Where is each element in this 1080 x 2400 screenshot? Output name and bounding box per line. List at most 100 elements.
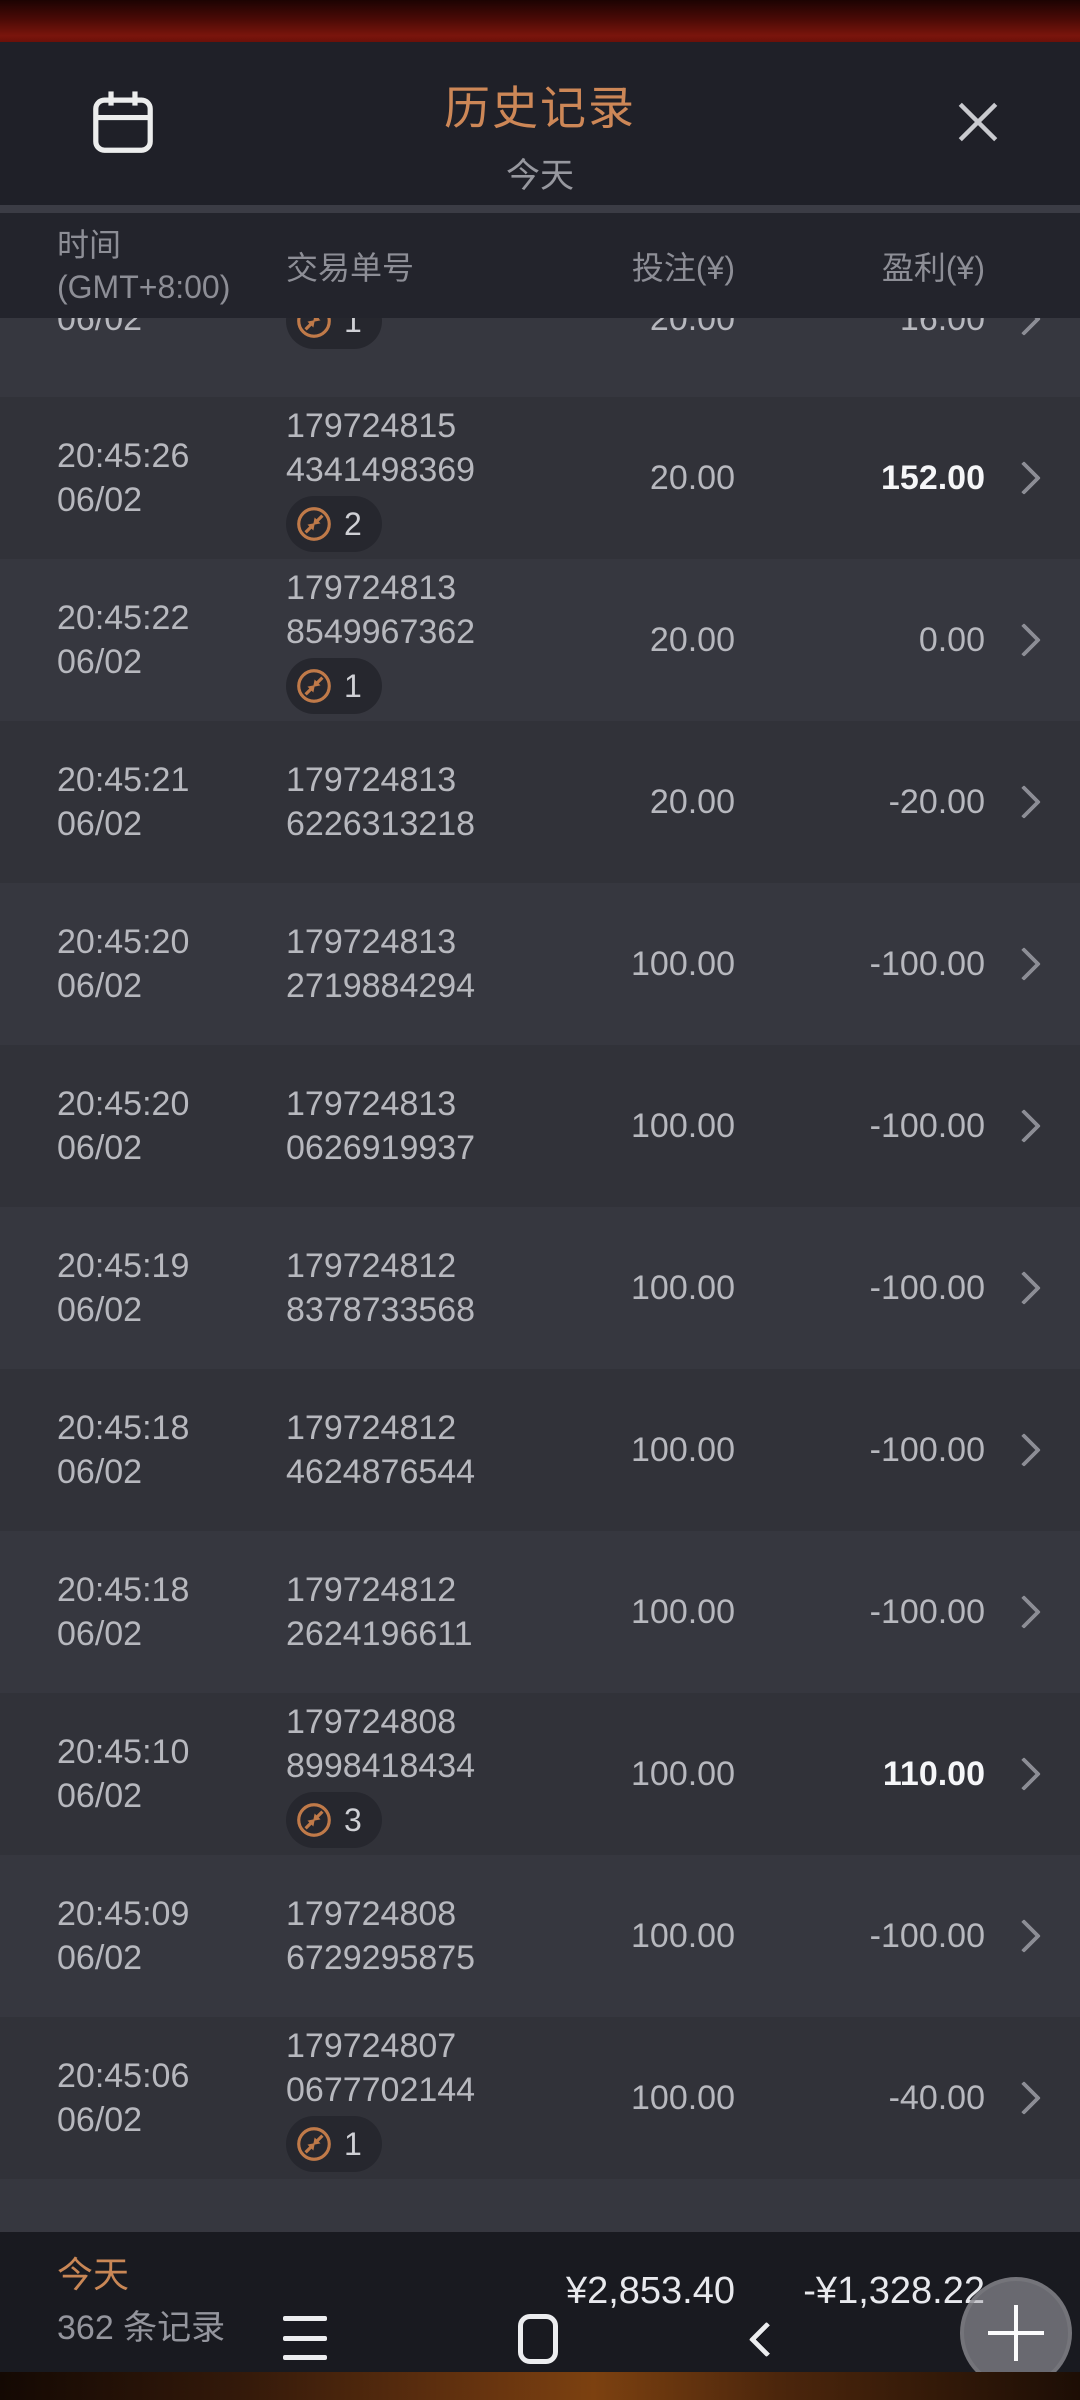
order-cell: 179724812 4624876544 xyxy=(286,1409,476,1491)
app-header: 历史记录 今天 xyxy=(0,42,1080,205)
table-row[interactable]: 20:45:26 06/02 179724815 4341498369 2 20.00 15… xyxy=(0,397,1080,559)
bet-cell: 100.00 xyxy=(631,1592,735,1631)
chevron-right-icon xyxy=(1007,461,1041,495)
table-row[interactable]: 20:45:18 06/02 179724812 2624196611 100.00 -1… xyxy=(0,1531,1080,1693)
column-header-profit: 盈利(¥) xyxy=(881,249,985,286)
table-row[interactable]: 20:45:06 06/02 179724807 0677702144 1 100.00 -… xyxy=(0,2017,1080,2179)
bet-cell: 20.00 xyxy=(649,782,735,821)
bet-cell: 100.00 xyxy=(631,1106,735,1145)
profit-cell: 16.00 xyxy=(899,318,985,338)
chevron-right-icon xyxy=(1007,947,1041,981)
calendar-button[interactable] xyxy=(78,78,168,168)
order-cell: 179724807 0677702144 1 xyxy=(286,2024,585,2173)
badge-count: 3 xyxy=(344,1801,362,1838)
multi-bet-badge: 2 xyxy=(286,495,382,552)
bet-cell: 100.00 xyxy=(631,944,735,983)
order-cell: 179724812 2624196611 xyxy=(286,1571,473,1653)
order-cell: 179724813 2719884294 xyxy=(286,923,476,1005)
column-header-bet: 投注(¥) xyxy=(631,249,735,286)
bottom-blur-strip xyxy=(0,2372,1080,2400)
converge-arrows-icon xyxy=(294,2124,334,2164)
summary-total-profit: -¥1,328.22 xyxy=(803,2270,985,2312)
time-cell: 20:45:10 06/02 xyxy=(57,1733,190,1815)
summary-record-count: 362 条记录 xyxy=(57,2309,226,2347)
chevron-right-icon xyxy=(1007,1919,1041,1953)
top-status-bar xyxy=(0,0,1080,42)
time-cell: 20:45:20 06/02 xyxy=(57,1085,190,1167)
time-cell: 20:45:06 06/02 xyxy=(57,2057,190,2139)
profit-cell: -100.00 xyxy=(869,1592,985,1631)
bet-cell: 100.00 xyxy=(631,1754,735,1793)
table-header: 时间 (GMT+8:00) 交易单号 投注(¥) 盈利(¥) xyxy=(0,213,1080,318)
column-header-order: 交易单号 xyxy=(286,249,415,286)
chevron-right-icon xyxy=(1007,1757,1041,1791)
add-button[interactable] xyxy=(960,2277,1072,2389)
profit-cell: -100.00 xyxy=(869,1916,985,1955)
page-subtitle: 今天 xyxy=(506,157,574,195)
time-cell: 20:45:19 06/02 xyxy=(57,1247,190,1329)
multi-bet-badge: 3 xyxy=(286,1791,382,1848)
chevron-right-icon xyxy=(1007,623,1041,657)
table-row[interactable]: 20:45:19 06/02 179724812 8378733568 100.00 -1… xyxy=(0,1207,1080,1369)
nav-back-button[interactable] xyxy=(748,2321,785,2357)
chevron-right-icon xyxy=(1007,1595,1041,1629)
time-cell: 20:45:18 06/02 xyxy=(57,1409,190,1491)
order-cell: 179724813 6226313218 xyxy=(286,761,476,843)
table-row[interactable]: 20:45:18 06/02 179724812 4624876544 100.00 -1… xyxy=(0,1369,1080,1531)
profit-cell: 152.00 xyxy=(881,458,985,497)
converge-arrows-icon xyxy=(294,504,334,544)
chevron-right-icon xyxy=(1007,785,1041,819)
chevron-right-icon xyxy=(1007,318,1041,336)
profit-cell: -40.00 xyxy=(888,2078,985,2117)
bet-cell: 20.00 xyxy=(649,318,735,338)
table-row[interactable]: 20:45:20 06/02 179724813 0626919937 100.00 -1… xyxy=(0,1045,1080,1207)
table-row[interactable]: 20:45:20 06/02 179724813 2719884294 100.00 -1… xyxy=(0,883,1080,1045)
bet-cell: 100.00 xyxy=(631,1916,735,1955)
back-icon xyxy=(748,2321,785,2357)
chevron-right-icon xyxy=(1007,2081,1041,2115)
multi-bet-badge: 1 xyxy=(286,657,382,714)
order-cell: 179724813 8549967362 1 xyxy=(286,566,585,715)
bet-cell: 20.00 xyxy=(649,620,735,659)
badge-count: 2 xyxy=(344,505,362,542)
time-cell: 20:45:21 06/02 xyxy=(57,761,190,843)
order-cell: 179724808 6729295875 xyxy=(286,1895,476,1977)
table-row[interactable]: 20:45:22 06/02 179724813 8549967362 1 20.00 0.… xyxy=(0,559,1080,721)
history-list: 06/02 1 20.00 16.00 20:45:26 06/02 179724815 43… xyxy=(0,318,1080,2179)
profit-cell: -100.00 xyxy=(869,1106,985,1145)
nav-menu-button[interactable] xyxy=(283,2316,327,2360)
page-title: 历史记录 xyxy=(444,82,636,134)
multi-bet-badge: 1 xyxy=(286,2115,382,2172)
badge-count: 1 xyxy=(344,318,362,339)
title-block: 历史记录 今天 xyxy=(0,72,1080,197)
order-cell: 179724813 0626919937 xyxy=(286,1085,476,1167)
order-cell: 179724812 8378733568 xyxy=(286,1247,476,1329)
time-cell: 20:45:09 06/02 xyxy=(57,1895,190,1977)
profit-cell: -20.00 xyxy=(888,782,985,821)
table-row[interactable]: 06/02 1 20.00 16.00 xyxy=(0,318,1080,397)
plus-icon xyxy=(988,2305,1044,2361)
time-cell: 20:45:20 06/02 xyxy=(57,923,190,1005)
header-divider xyxy=(0,205,1080,213)
time-cell: 06/02 xyxy=(57,318,143,338)
close-button[interactable] xyxy=(938,82,1018,162)
table-row[interactable]: 20:45:09 06/02 179724808 6729295875 100.00 -1… xyxy=(0,1855,1080,2017)
table-row[interactable]: 20:45:10 06/02 179724808 8998418434 3 100.00 1… xyxy=(0,1693,1080,1855)
time-cell: 20:45:26 06/02 xyxy=(57,437,190,519)
converge-arrows-icon xyxy=(294,1800,334,1840)
profit-cell: 110.00 xyxy=(882,1754,985,1793)
profit-cell: -100.00 xyxy=(869,1268,985,1307)
time-cell: 20:45:18 06/02 xyxy=(57,1571,190,1653)
chevron-right-icon xyxy=(1007,1109,1041,1143)
profit-cell: -100.00 xyxy=(869,1430,985,1469)
bet-cell: 20.00 xyxy=(649,458,735,497)
order-cell: 1 xyxy=(286,318,585,350)
column-header-time: 时间 (GMT+8:00) xyxy=(57,226,231,305)
converge-arrows-icon xyxy=(294,666,334,706)
nav-home-button[interactable] xyxy=(518,2314,558,2364)
table-row[interactable]: 20:45:21 06/02 179724813 6226313218 20.00 -20… xyxy=(0,721,1080,883)
summary-total-bet: ¥2,853.40 xyxy=(565,2270,735,2312)
bet-cell: 100.00 xyxy=(631,1430,735,1469)
profit-cell: -100.00 xyxy=(869,944,985,983)
badge-count: 1 xyxy=(344,667,362,704)
